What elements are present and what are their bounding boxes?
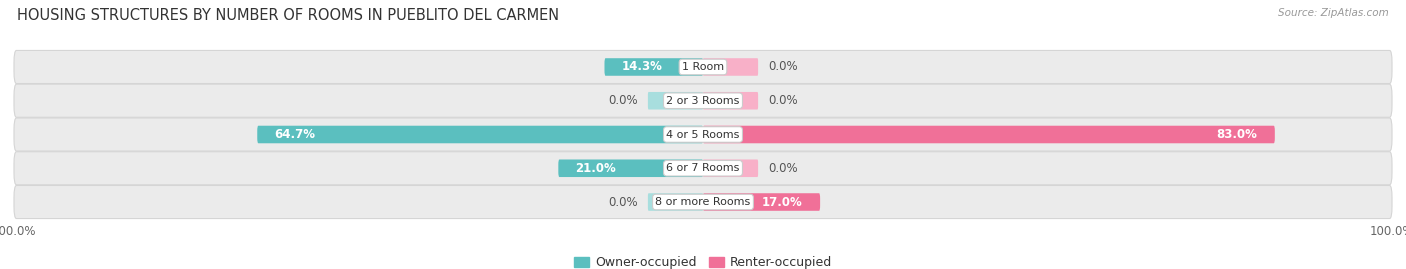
FancyBboxPatch shape: [703, 58, 758, 76]
Text: HOUSING STRUCTURES BY NUMBER OF ROOMS IN PUEBLITO DEL CARMEN: HOUSING STRUCTURES BY NUMBER OF ROOMS IN…: [17, 8, 560, 23]
Text: 0.0%: 0.0%: [769, 162, 799, 175]
Text: 0.0%: 0.0%: [769, 94, 799, 107]
Text: Source: ZipAtlas.com: Source: ZipAtlas.com: [1278, 8, 1389, 18]
FancyBboxPatch shape: [648, 193, 703, 211]
FancyBboxPatch shape: [14, 84, 1392, 117]
FancyBboxPatch shape: [703, 193, 820, 211]
FancyBboxPatch shape: [703, 92, 758, 109]
Text: 14.3%: 14.3%: [621, 61, 662, 73]
FancyBboxPatch shape: [703, 126, 1275, 143]
Text: 64.7%: 64.7%: [274, 128, 315, 141]
Text: 2 or 3 Rooms: 2 or 3 Rooms: [666, 96, 740, 106]
FancyBboxPatch shape: [648, 92, 703, 109]
Text: 17.0%: 17.0%: [762, 196, 803, 208]
FancyBboxPatch shape: [257, 126, 703, 143]
FancyBboxPatch shape: [14, 185, 1392, 218]
Text: 1 Room: 1 Room: [682, 62, 724, 72]
Text: 0.0%: 0.0%: [607, 94, 637, 107]
FancyBboxPatch shape: [14, 51, 1392, 84]
FancyBboxPatch shape: [703, 160, 758, 177]
Legend: Owner-occupied, Renter-occupied: Owner-occupied, Renter-occupied: [574, 256, 832, 269]
Text: 0.0%: 0.0%: [607, 196, 637, 208]
Text: 83.0%: 83.0%: [1216, 128, 1257, 141]
Text: 0.0%: 0.0%: [769, 61, 799, 73]
Text: 8 or more Rooms: 8 or more Rooms: [655, 197, 751, 207]
Text: 4 or 5 Rooms: 4 or 5 Rooms: [666, 129, 740, 140]
FancyBboxPatch shape: [605, 58, 703, 76]
FancyBboxPatch shape: [558, 160, 703, 177]
Text: 6 or 7 Rooms: 6 or 7 Rooms: [666, 163, 740, 173]
FancyBboxPatch shape: [14, 118, 1392, 151]
Text: 21.0%: 21.0%: [575, 162, 616, 175]
FancyBboxPatch shape: [14, 152, 1392, 185]
